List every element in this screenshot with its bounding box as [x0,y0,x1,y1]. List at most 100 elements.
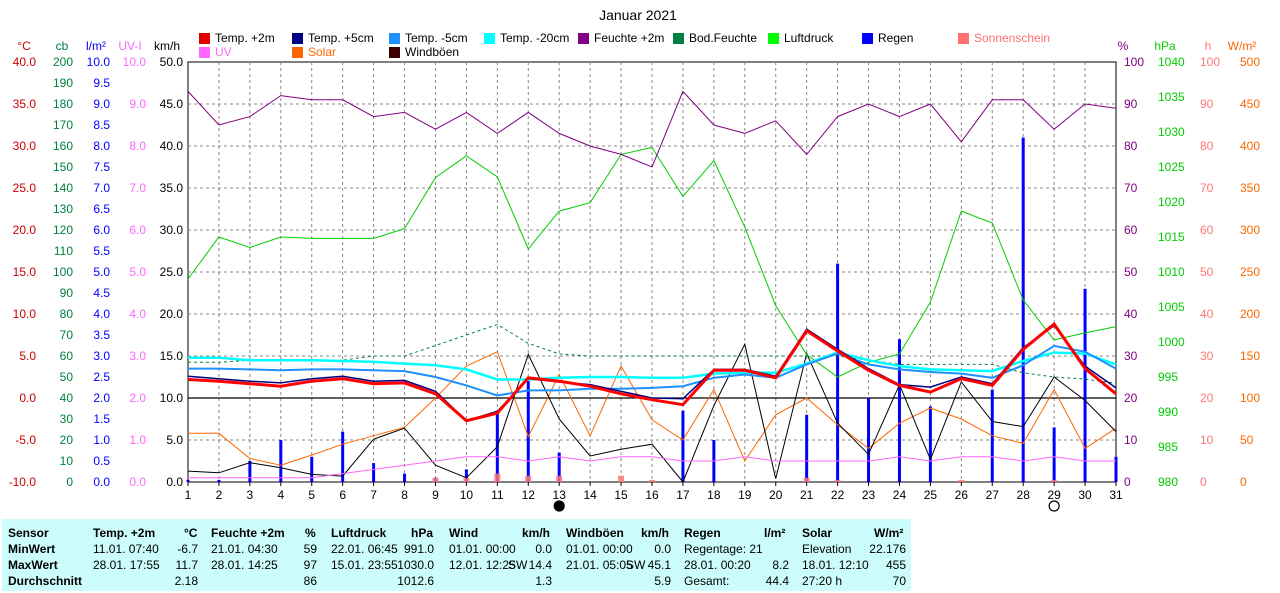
humidity-axis-tick: 50 [1124,265,1138,279]
sunshine-bar [556,475,563,482]
x-tick-label: 3 [247,488,254,502]
sunshine-axis-tick: 70 [1200,181,1214,195]
cb-axis-tick: 90 [60,286,74,300]
legend-item: Solar [292,45,336,59]
uv-axis-tick: 6.0 [129,223,146,237]
legend-label: Bod.Feuchte [689,31,758,45]
rain-bar [867,398,871,482]
solar-axis-tick: 500 [1240,55,1260,69]
legend-swatch [292,46,303,58]
x-tick-label: 12 [522,488,536,502]
pressure-axis-tick: 1035 [1158,90,1185,104]
wind-axis-tick: 10.0 [160,391,184,405]
rain-axis-tick: 4.5 [93,286,110,300]
series-line-windb-en [187,342,1117,483]
stats-solar-max-val: 455 [885,558,906,572]
stats-solar-hours: 27:20 h [802,574,843,588]
rain-axis-tick: 0.0 [93,475,110,489]
sunshine-axis-tick: 80 [1200,139,1214,153]
series-line-temp-20cm [188,351,1117,381]
cb-axis-tick: 10 [60,454,74,468]
wind-axis-tick: 30.0 [160,223,184,237]
rain-axis-tick: 2.0 [93,391,110,405]
uv-axis-tick: 1.0 [129,433,146,447]
legend-label: Temp. -20cm [500,31,570,45]
rain-bar [403,473,407,482]
pressure-axis-tick: 1010 [1158,265,1185,279]
temp-axis-tick: 20.0 [13,223,37,237]
sunshine-axis-tick: 20 [1200,391,1214,405]
sunshine-axis-tick: 60 [1200,223,1214,237]
cb-axis-tick: 150 [53,160,73,174]
humidity-axis-tick: 20 [1124,391,1138,405]
stats-solar-elevation-val: 22.176 [869,542,906,556]
rain-bar [1052,427,1056,482]
sunshine-axis-tick: 30 [1200,349,1214,363]
sunshine-bar [432,477,439,482]
sunshine-bar [803,477,810,482]
stats-rain-total-label: Gesamt: [684,574,730,588]
rain-bar [1114,456,1118,482]
rain-axis-tick: 4.0 [93,307,110,321]
sunshine-bar [525,475,532,482]
legend-item: Luftdruck [768,31,833,45]
legend-item: UV [199,45,232,59]
legend-swatch [199,46,210,58]
rain-bar [1021,137,1025,482]
x-tick-label: 29 [1047,488,1061,502]
x-tick-label: 25 [924,488,938,502]
rain-bar [217,479,221,482]
rain-axis-tick: 5.0 [93,265,110,279]
stats-solar-avg: 70 [892,574,906,588]
stats-gusts-min-time: 01.01. 00:00 [566,542,633,556]
sunshine-bar [494,473,501,482]
x-tick-label: 26 [955,488,969,502]
wind-axis-tick: 45.0 [160,97,184,111]
temp-axis-unit: °C [17,39,31,53]
solar-axis-tick: 50 [1240,433,1254,447]
pressure-axis-tick: 1025 [1158,160,1185,174]
solar-axis-tick: 200 [1240,307,1260,321]
humidity-axis-tick: 90 [1124,97,1138,111]
wind-axis-tick: 5.0 [166,433,183,447]
temp-axis-tick: 10.0 [13,307,37,321]
legend-label: Temp. +2m [215,31,275,45]
rain-axis-tick: 1.5 [93,412,110,426]
pressure-axis-tick: 995 [1158,370,1178,384]
x-tick-label: 19 [738,488,752,502]
stats-humidity-max-val: 97 [303,558,317,572]
stats-wind-max-dir: SW [508,558,528,572]
rain-axis-tick: 10.0 [87,55,111,69]
stats-pressure-unit: hPa [411,526,434,540]
x-tick-label: 13 [553,488,567,502]
cb-axis-tick: 50 [60,370,74,384]
x-tick-label: 24 [893,488,907,502]
full-moon-icon [1048,500,1060,512]
stats-pressure-avg: 1012.6 [397,574,434,588]
stats-temp-max-val: 11.7 [175,558,198,572]
rain-axis-tick: 9.0 [93,97,110,111]
legend-item: Temp. +2m [199,31,275,45]
uv-axis-tick: 0.0 [129,475,146,489]
legend-swatch [862,32,873,44]
sunshine-axis-tick: 10 [1200,433,1214,447]
cb-axis-tick: 130 [53,202,73,216]
stats-pressure-header: Luftdruck [331,526,387,540]
stats-gusts-unit: km/h [641,526,670,540]
sunshine-bar [649,479,655,482]
rain-bar [464,469,468,482]
uv-axis-tick: 3.0 [129,349,146,363]
cb-axis-tick: 40 [60,391,74,405]
legend-swatch [958,32,969,44]
rain-axis-tick: 2.5 [93,370,110,384]
x-tick-label: 27 [986,488,1000,502]
stats-gusts-max-val: 45.1 [647,558,671,572]
sunshine-bar [834,479,841,482]
uv-axis-tick: 9.0 [129,97,146,111]
rain-bar [805,414,809,482]
x-tick-label: 31 [1109,488,1123,502]
uv-axis-tick: 4.0 [129,307,146,321]
cb-axis-tick: 170 [53,118,73,132]
humidity-axis-unit: % [1118,39,1129,53]
legend-item: Windböen [389,45,459,59]
